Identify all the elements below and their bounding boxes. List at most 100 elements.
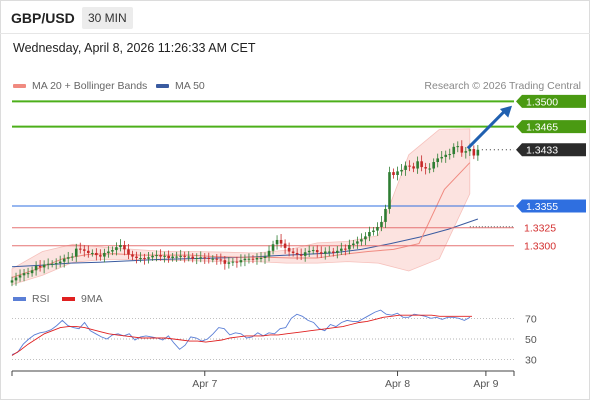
candle <box>476 149 480 156</box>
rsi-line <box>11 309 471 355</box>
candle <box>223 260 227 264</box>
candle <box>448 154 452 156</box>
candle <box>70 256 74 258</box>
price-label-1.3300: 1.3300 <box>524 241 556 253</box>
candle <box>227 262 231 264</box>
candle <box>199 257 203 259</box>
candle <box>171 256 174 259</box>
credit-text: Research © 2026 Trading Central <box>424 80 581 92</box>
projection-arrow-head <box>499 105 512 118</box>
candle <box>364 236 367 240</box>
timestamp: Wednesday, April 8, 2026 11:26:33 AM CET <box>13 41 256 55</box>
candle <box>307 250 311 253</box>
candle <box>22 273 26 276</box>
candle <box>404 165 407 170</box>
rsi-ma-line <box>11 314 472 356</box>
candle <box>279 239 283 244</box>
candle <box>62 258 66 262</box>
candle <box>211 258 215 260</box>
candle <box>460 146 464 153</box>
projection-arrow-line <box>466 107 509 150</box>
candle <box>323 251 327 254</box>
candle <box>331 251 335 253</box>
candle <box>187 256 191 258</box>
candle <box>147 257 150 259</box>
candle <box>259 258 263 260</box>
candle <box>412 166 415 169</box>
candle <box>267 250 271 257</box>
rsi-swatch <box>13 297 26 301</box>
candle <box>103 252 106 257</box>
candle <box>388 172 391 209</box>
candle <box>368 232 371 237</box>
candle <box>319 252 323 254</box>
candle <box>78 248 82 250</box>
timeframe-button[interactable]: 30 MIN <box>82 7 133 29</box>
candle <box>82 249 86 251</box>
candle <box>91 252 94 254</box>
rsi-tick-30: 30 <box>525 355 537 367</box>
candle <box>263 256 267 259</box>
candle <box>380 221 383 227</box>
candle <box>424 167 427 169</box>
candle <box>344 248 347 250</box>
candle <box>203 257 207 259</box>
price-badge-1.3465 <box>516 120 586 134</box>
candle <box>352 243 355 246</box>
candle <box>440 156 444 159</box>
candle <box>119 245 122 248</box>
candle <box>191 256 195 259</box>
candle <box>38 265 42 268</box>
candle <box>111 250 114 252</box>
candle <box>464 151 468 153</box>
candle <box>159 255 162 257</box>
candle <box>243 258 247 261</box>
candle <box>283 243 287 248</box>
candle <box>26 273 30 275</box>
candle <box>271 244 275 251</box>
x-tick-label: Apr 9 <box>473 378 498 390</box>
candle <box>58 261 62 264</box>
candle <box>251 258 255 260</box>
legend-ma50: MA 50 <box>156 80 205 92</box>
candle <box>428 168 431 170</box>
ma20-swatch <box>13 84 26 88</box>
candle <box>472 149 476 156</box>
candle <box>115 247 118 251</box>
price-label-1.3325: 1.3325 <box>524 223 556 235</box>
candle <box>396 171 399 176</box>
candle <box>107 251 110 253</box>
rsi-ma-legend-label: 9MA <box>81 293 103 305</box>
legend-ma50-label: MA 50 <box>175 80 205 92</box>
candle <box>452 146 456 155</box>
candle <box>66 257 70 259</box>
candle <box>42 264 46 268</box>
candle <box>87 250 90 253</box>
candle <box>356 241 359 244</box>
candle <box>327 251 331 253</box>
candle <box>151 255 154 258</box>
candle <box>291 251 295 253</box>
candle <box>444 154 448 157</box>
candle <box>50 263 54 265</box>
candle <box>231 261 235 263</box>
candle <box>46 263 50 265</box>
candle <box>275 239 279 245</box>
candle <box>392 172 395 176</box>
candle <box>215 258 219 260</box>
candle <box>131 254 134 257</box>
price-label-1.3433: 1.3433 <box>526 145 558 157</box>
candle <box>456 146 460 148</box>
price-badge-1.3433 <box>516 143 586 157</box>
candle <box>167 255 170 259</box>
candle <box>239 260 243 263</box>
candle <box>360 239 363 242</box>
ma50-swatch <box>156 84 169 88</box>
symbol-title: GBP/USD <box>11 10 75 26</box>
candle <box>99 255 102 257</box>
candle <box>235 261 239 263</box>
candle <box>143 258 146 260</box>
candle <box>303 252 307 256</box>
price-badge-1.3355 <box>516 199 586 213</box>
